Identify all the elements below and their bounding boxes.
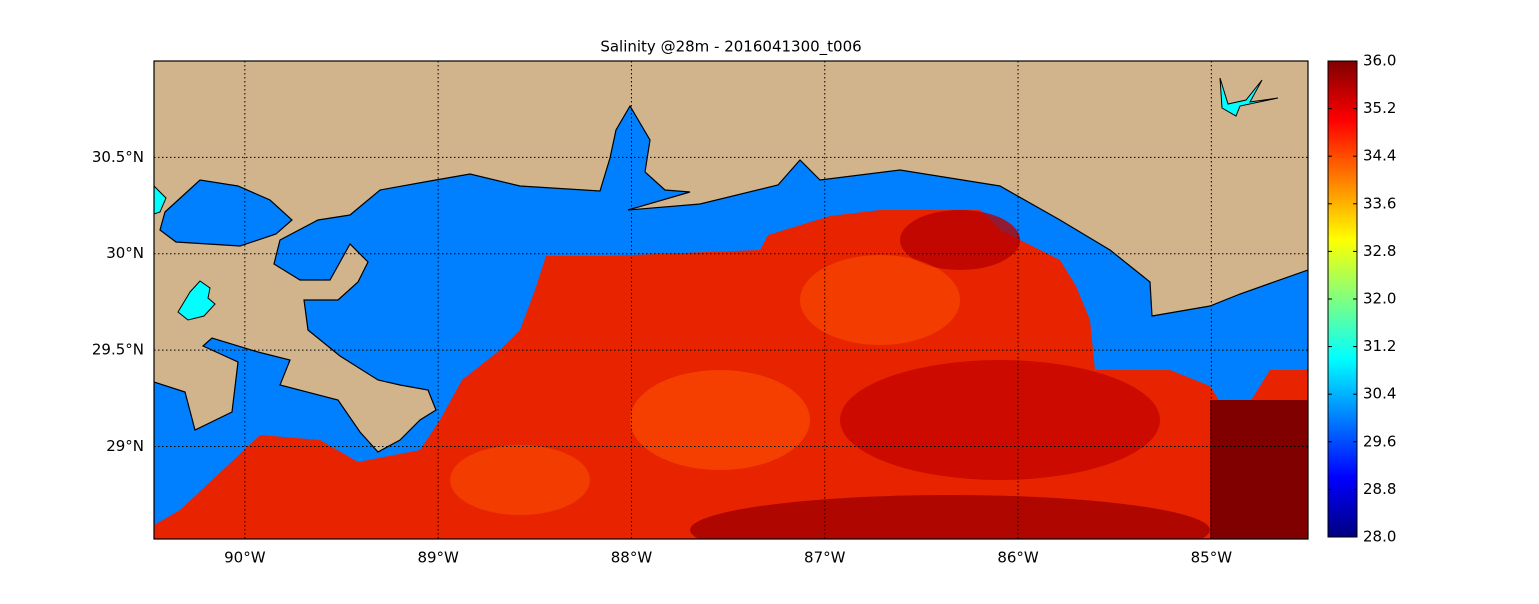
x-tick-label: 89°W — [417, 549, 459, 567]
colorbar-tick-label: 34.4 — [1363, 147, 1396, 165]
salinity-field — [450, 445, 590, 515]
colorbar-tick-label: 28.0 — [1363, 528, 1396, 546]
small-lake — [1219, 77, 1279, 117]
colorbar-tick-label: 29.6 — [1363, 432, 1396, 450]
x-tick-label: 87°W — [804, 549, 846, 567]
plot-frame — [153, 60, 1309, 540]
x-tick-label: 90°W — [224, 549, 266, 567]
grid — [154, 61, 1308, 539]
colorbar-tick-label: 32.0 — [1363, 290, 1396, 308]
salinity-field — [800, 255, 960, 345]
colorbar-tick-label: 33.6 — [1363, 194, 1396, 212]
colorbar-tick-label: 35.2 — [1363, 99, 1396, 117]
colorbar-tick-label: 36.0 — [1363, 52, 1396, 70]
salinity-field — [690, 495, 1210, 539]
salinity-field — [630, 370, 810, 470]
y-tick-label: 30.5°N — [92, 148, 144, 166]
colorbar-tick-label: 30.4 — [1363, 385, 1396, 403]
colorbar-tick-label: 31.2 — [1363, 337, 1396, 355]
y-tick-label: 29°N — [106, 437, 144, 455]
x-tick-label: 86°W — [997, 549, 1039, 567]
salinity-field — [840, 360, 1160, 480]
x-tick-label: 85°W — [1191, 549, 1233, 567]
small-lake — [177, 280, 216, 321]
lake — [159, 179, 293, 247]
colorbar — [1327, 60, 1358, 538]
salinity-field — [1210, 400, 1308, 539]
colorbar-tick-label: 32.8 — [1363, 242, 1396, 260]
small-lake — [154, 185, 167, 215]
colorbar-tick-label: 28.8 — [1363, 480, 1396, 498]
x-tick-label: 88°W — [611, 549, 653, 567]
map-area — [154, 61, 1308, 539]
chart-title: Salinity @28m - 2016041300_t006 — [600, 38, 861, 57]
y-tick-label: 29.5°N — [92, 341, 144, 359]
salinity-field — [900, 210, 1020, 270]
y-tick-label: 30°N — [106, 244, 144, 262]
